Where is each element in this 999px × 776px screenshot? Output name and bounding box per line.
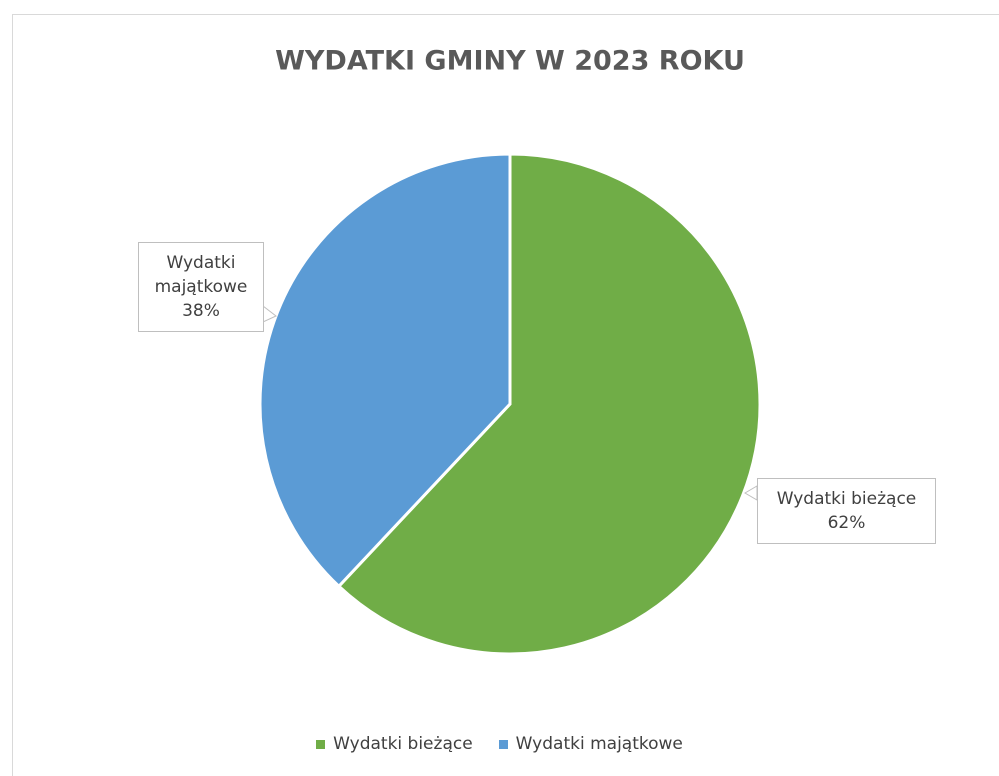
chart-title: WYDATKI GMINY W 2023 ROKU: [275, 46, 745, 77]
legend-swatch: [316, 739, 326, 749]
legend-item: Wydatki majątkowe: [498, 734, 683, 754]
legend-label: Wydatki majątkowe: [515, 734, 683, 754]
pie-slice: [258, 152, 512, 589]
data-label-value: 38%: [182, 301, 220, 321]
legend: Wydatki bieżące Wydatki majątkowe: [0, 734, 999, 754]
legend-swatch: [498, 739, 508, 749]
data-label: Wydatki bieżące 62%: [757, 478, 936, 544]
data-label-category: Wydatki majątkowe: [154, 253, 248, 297]
legend-item: Wydatki bieżące: [316, 734, 473, 754]
data-label-category: Wydatki bieżące: [776, 489, 917, 509]
data-label-value: 62%: [827, 513, 866, 533]
pie-slice: [336, 152, 762, 656]
legend-label: Wydatki bieżące: [333, 734, 473, 754]
data-label: Wydatki majątkowe 38%: [138, 242, 264, 332]
